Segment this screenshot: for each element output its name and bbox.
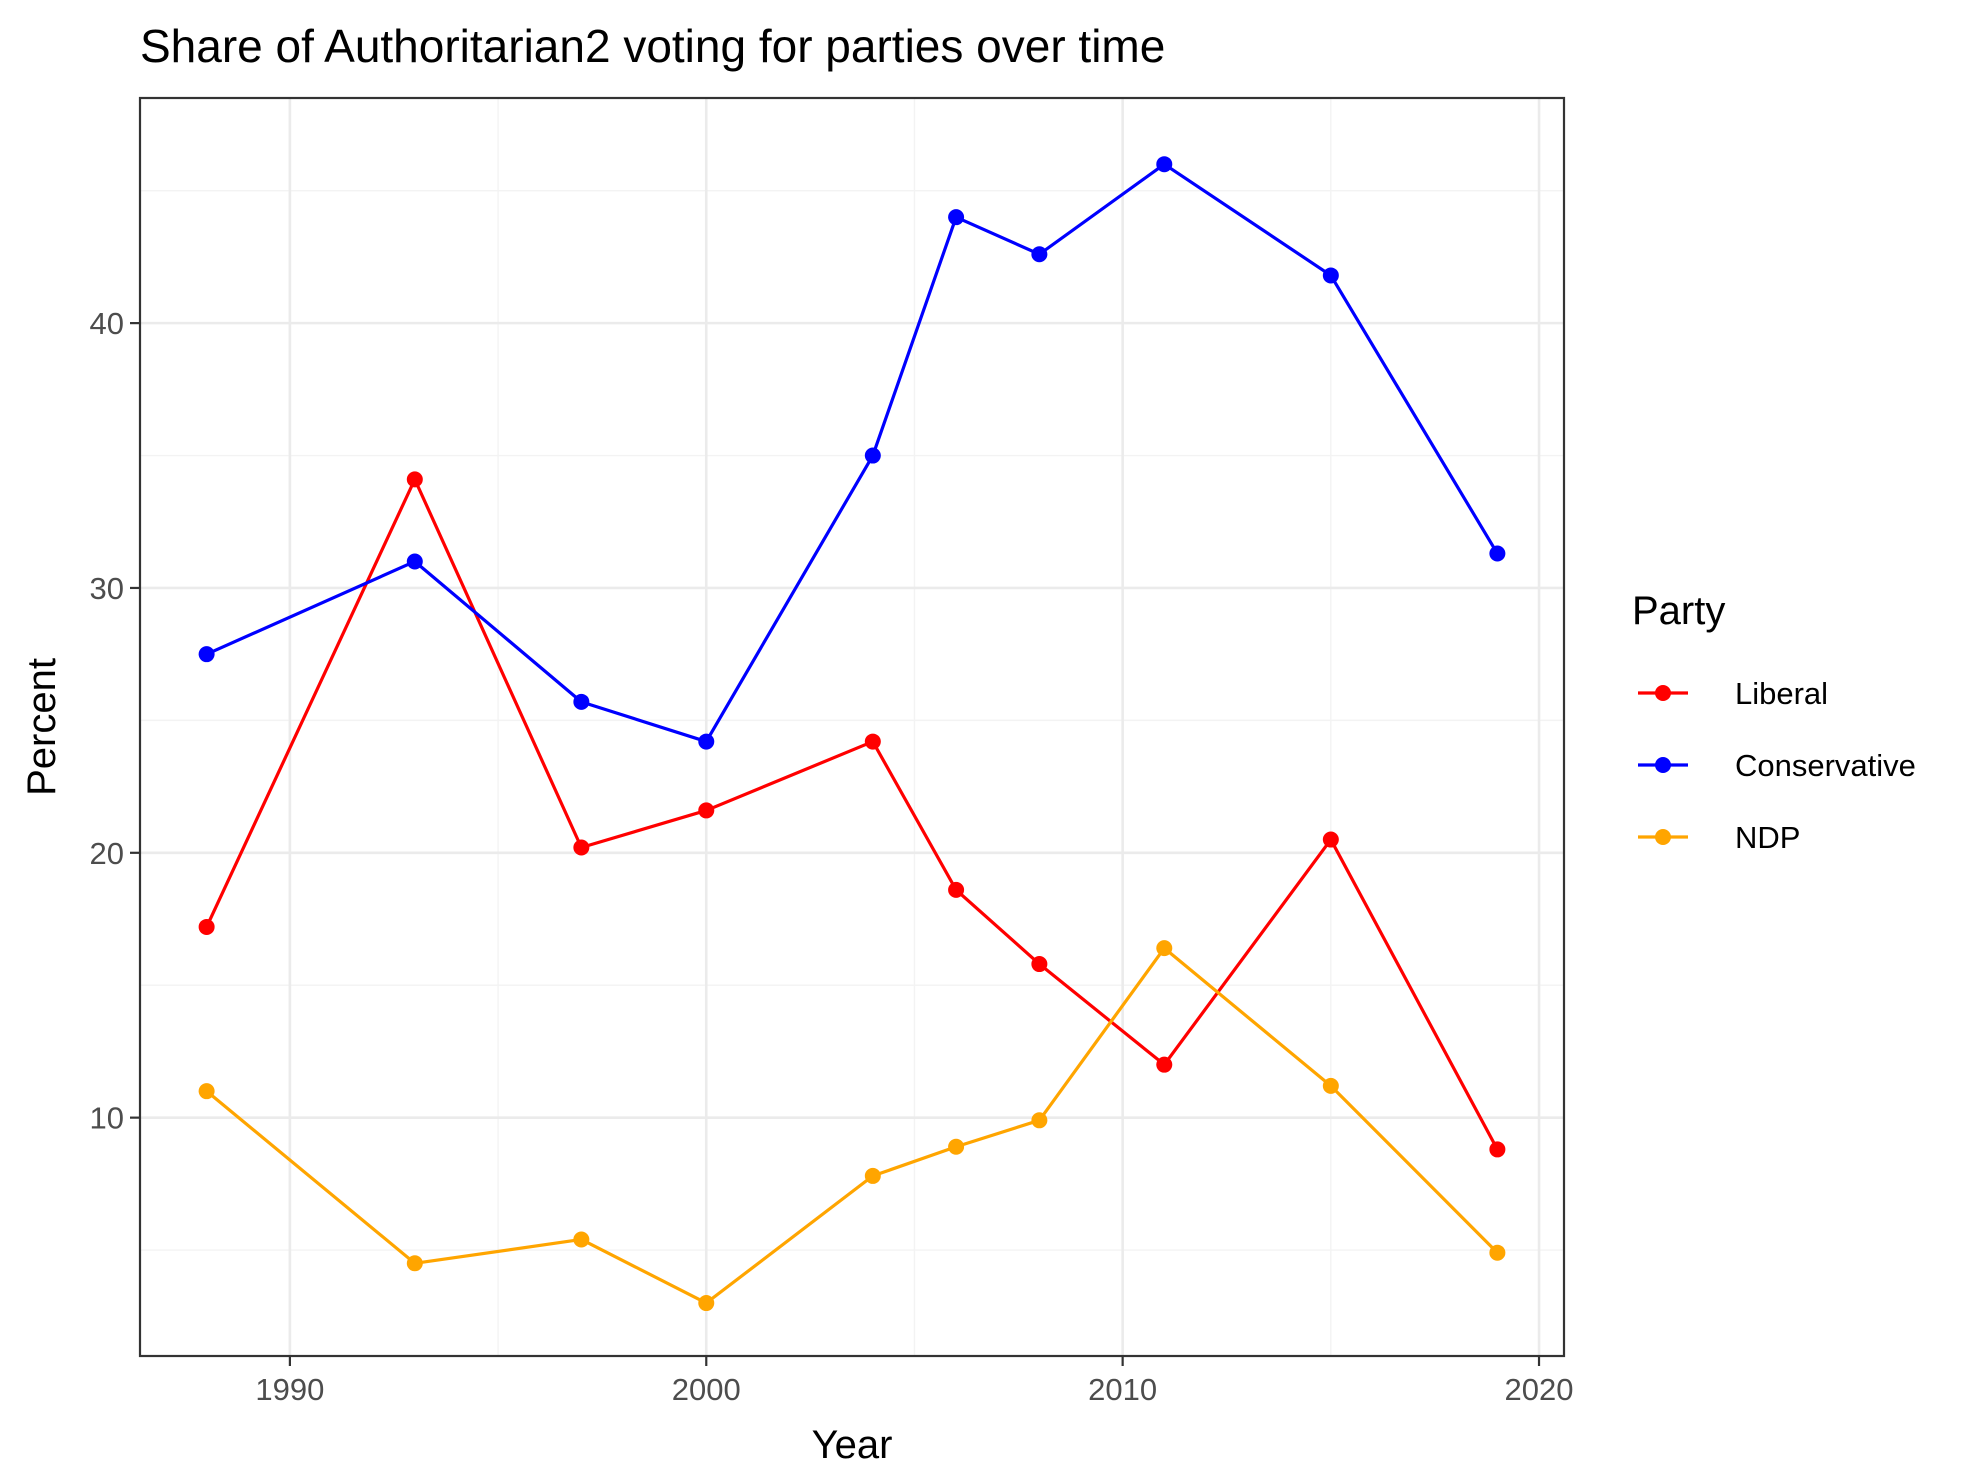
data-point-ndp (1156, 940, 1173, 957)
legend-key-point (1655, 757, 1671, 773)
data-point-ndp (406, 1255, 423, 1272)
data-point-conservative (198, 646, 215, 663)
legend-label: Liberal (1735, 676, 1828, 711)
data-point-ndp (1489, 1244, 1506, 1261)
series-liberal (198, 471, 1506, 1158)
y-tick-label: 10 (90, 1101, 124, 1136)
plot-panel-border (138, 96, 1566, 1358)
series-line-conservative (205, 162, 1499, 744)
data-point-conservative (573, 693, 590, 710)
x-tick-label: 1990 (255, 1372, 324, 1407)
data-point-ndp (864, 1167, 881, 1184)
data-point-liberal (698, 802, 715, 819)
data-point-ndp (573, 1231, 590, 1248)
data-point-conservative (948, 209, 965, 226)
grid (140, 98, 1564, 1356)
data-point-ndp (1031, 1112, 1048, 1129)
x-tick-label: 2010 (1088, 1372, 1157, 1407)
y-tick-label: 40 (90, 306, 124, 341)
data-point-liberal (1156, 1056, 1173, 1073)
data-point-conservative (1489, 545, 1506, 562)
chart-title: Share of Authoritarian2 voting for parti… (140, 20, 1165, 72)
series-ndp (198, 940, 1506, 1312)
series-line-ndp (205, 946, 1499, 1305)
data-point-conservative (406, 553, 423, 570)
data-point-ndp (1322, 1077, 1339, 1094)
series-lines (198, 156, 1506, 1312)
data-point-liberal (1322, 831, 1339, 848)
x-axis-title: Year (812, 1423, 893, 1467)
data-point-conservative (1322, 267, 1339, 284)
y-tick-label: 30 (90, 571, 124, 606)
legend-key-point (1655, 685, 1671, 701)
data-point-conservative (864, 447, 881, 464)
legend-item-liberal: Liberal (1638, 676, 1828, 711)
data-point-liberal (1489, 1141, 1506, 1158)
legend-key-point (1655, 829, 1671, 845)
data-point-ndp (948, 1138, 965, 1155)
data-point-conservative (698, 733, 715, 750)
data-point-liberal (1031, 956, 1048, 973)
legend-items: Liberal Conservative NDP (1638, 676, 1916, 855)
data-point-ndp (698, 1295, 715, 1312)
legend-title: Party (1632, 589, 1725, 633)
data-point-conservative (1031, 246, 1048, 263)
y-axis-title: Percent (20, 658, 64, 796)
data-point-liberal (864, 733, 881, 750)
data-point-liberal (406, 471, 423, 488)
data-point-ndp (198, 1083, 215, 1100)
x-tick-label: 2020 (1505, 1372, 1574, 1407)
y-tick-label: 20 (90, 836, 124, 871)
axes: 1990 2000 2010 2020 10 20 30 40 (90, 306, 1574, 1407)
legend-label: Conservative (1735, 748, 1916, 783)
legend-label: NDP (1735, 820, 1800, 855)
legend-item-conservative: Conservative (1638, 748, 1916, 783)
data-point-liberal (948, 881, 965, 898)
series-line-liberal (205, 477, 1499, 1151)
data-point-conservative (1156, 156, 1173, 173)
series-conservative (198, 156, 1506, 750)
legend-item-ndp: NDP (1638, 820, 1800, 855)
data-point-liberal (198, 918, 215, 935)
legend: Party Liberal Conservative NDP (1632, 589, 1916, 855)
data-point-liberal (573, 839, 590, 856)
x-tick-label: 2000 (672, 1372, 741, 1407)
